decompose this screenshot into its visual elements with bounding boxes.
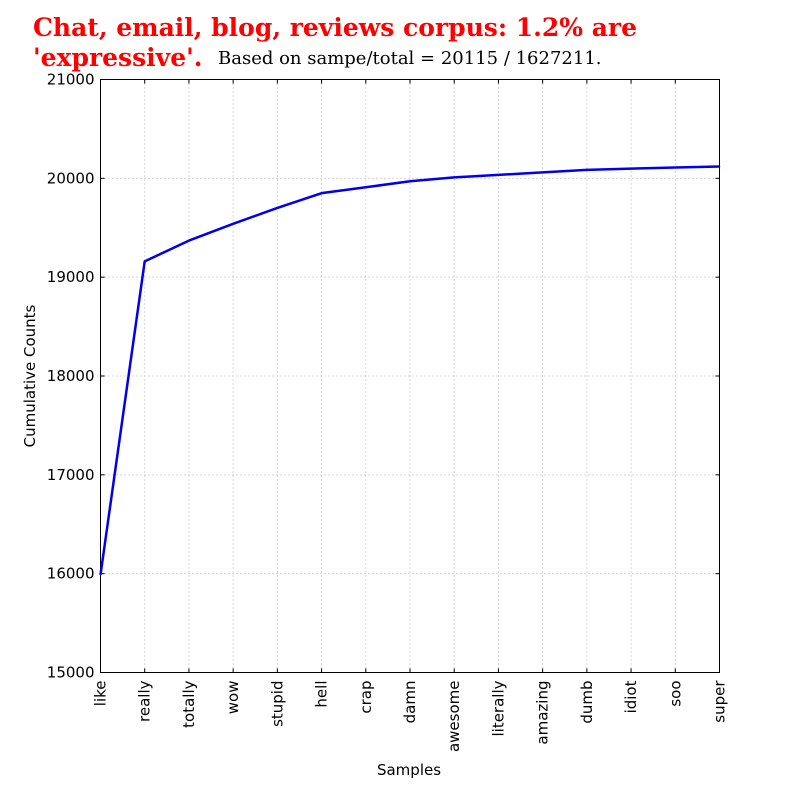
data-point [409,180,411,183]
x-tick-label: like [92,681,110,707]
y-tick-label: 19000 [47,268,95,286]
data-point [99,573,102,576]
x-tick-label: wow [224,681,242,715]
data-point [320,192,323,194]
x-tick-label: soo [666,681,684,707]
x-tick-label: really [136,680,154,722]
x-tick-label: dumb [578,681,596,724]
data-point [232,222,234,225]
x-axis-label: Samples [377,761,441,779]
data-point [453,176,456,179]
y-tick-label: 20000 [47,169,95,187]
data-point [276,207,279,209]
data-point [541,171,544,174]
y-tick-label: 18000 [47,367,95,385]
x-tick-label: super [711,680,729,723]
data-point [143,260,146,263]
data-point [364,186,367,189]
y-tick-label: 21000 [47,71,95,89]
y-tick-label: 15000 [47,664,95,682]
x-tick-label: stupid [268,681,286,727]
data-point [674,166,677,169]
chart-subtitle: Based on sampe/total = 20115 / 1627211. [218,48,602,69]
data-point [586,169,588,171]
x-tick-label: crap [357,681,375,714]
grid [100,79,720,673]
chart-title-line1: Chat, email, blog, reviews corpus: 1.2% … [33,13,637,42]
x-tick-label: idiot [622,680,640,713]
data-point [630,167,632,170]
data-point [497,174,500,176]
x-tick-label: literally [489,680,507,736]
x-tick-label: totally [180,680,198,727]
y-tick-labels: 15000 16000 17000 18000 19000 20000 21000 [47,71,95,682]
y-tick-label: 17000 [47,466,95,484]
chart-title-line2: 'expressive'. [33,43,202,72]
data-point [718,165,721,168]
x-tick-label: hell [313,681,331,708]
x-tick-labels: like really totally wow stupid hell crap damn aw… [92,680,729,752]
series-layer [99,165,721,576]
y-axis-label: Cumulative Counts [21,304,39,447]
y-tick-label: 16000 [47,565,95,583]
data-point [188,239,190,242]
x-tick-label: awesome [445,681,463,753]
x-tick-label: amazing [534,681,552,745]
x-tick-label: damn [401,681,419,724]
